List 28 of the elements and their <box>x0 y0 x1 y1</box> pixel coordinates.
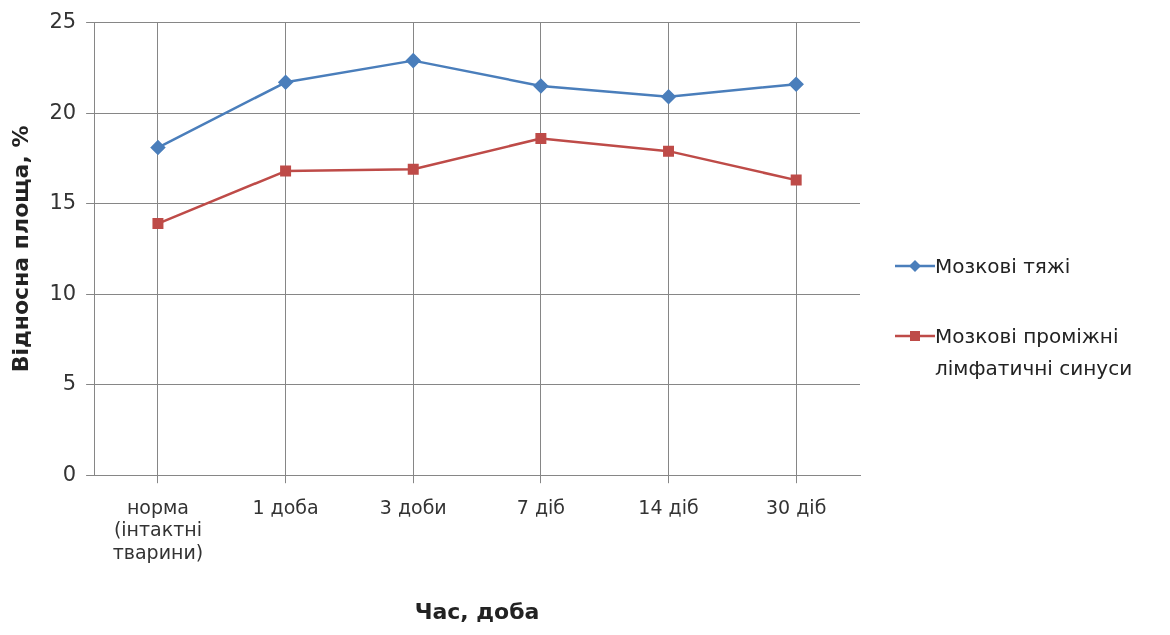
y-tick-label: 10 <box>49 280 77 305</box>
point <box>661 89 676 105</box>
legend-label: Мозкові тяжі <box>935 253 1071 280</box>
point <box>150 140 166 155</box>
x-tick-label: 3 доби <box>379 495 447 518</box>
point <box>278 75 293 90</box>
legend-label: Мозкові проміжні лімфатичні синуси <box>935 323 1134 382</box>
x-tick-label: 1 доба <box>252 495 319 518</box>
point <box>535 132 547 144</box>
point <box>533 78 549 94</box>
x-tick-label: норма (інтактні тварини) <box>112 495 204 564</box>
x-tick-label: 7 діб <box>516 495 566 518</box>
point <box>790 174 802 186</box>
point <box>405 53 421 68</box>
x-tick-label: 14 діб <box>638 495 699 518</box>
y-axis-title: Відносна площа, % <box>7 125 33 373</box>
y-tick-label: 25 <box>49 9 77 34</box>
point <box>152 218 164 230</box>
y-tick-label: 20 <box>49 99 77 124</box>
x-axis-title: Час, доба <box>414 598 540 624</box>
point <box>407 163 419 175</box>
point <box>788 76 804 92</box>
y-tick-label: 15 <box>49 190 77 215</box>
x-tick-label: 30 діб <box>766 495 827 518</box>
y-tick-label: 0 <box>62 461 77 486</box>
point <box>280 165 292 177</box>
y-tick-label: 5 <box>62 371 77 396</box>
point <box>663 145 675 157</box>
